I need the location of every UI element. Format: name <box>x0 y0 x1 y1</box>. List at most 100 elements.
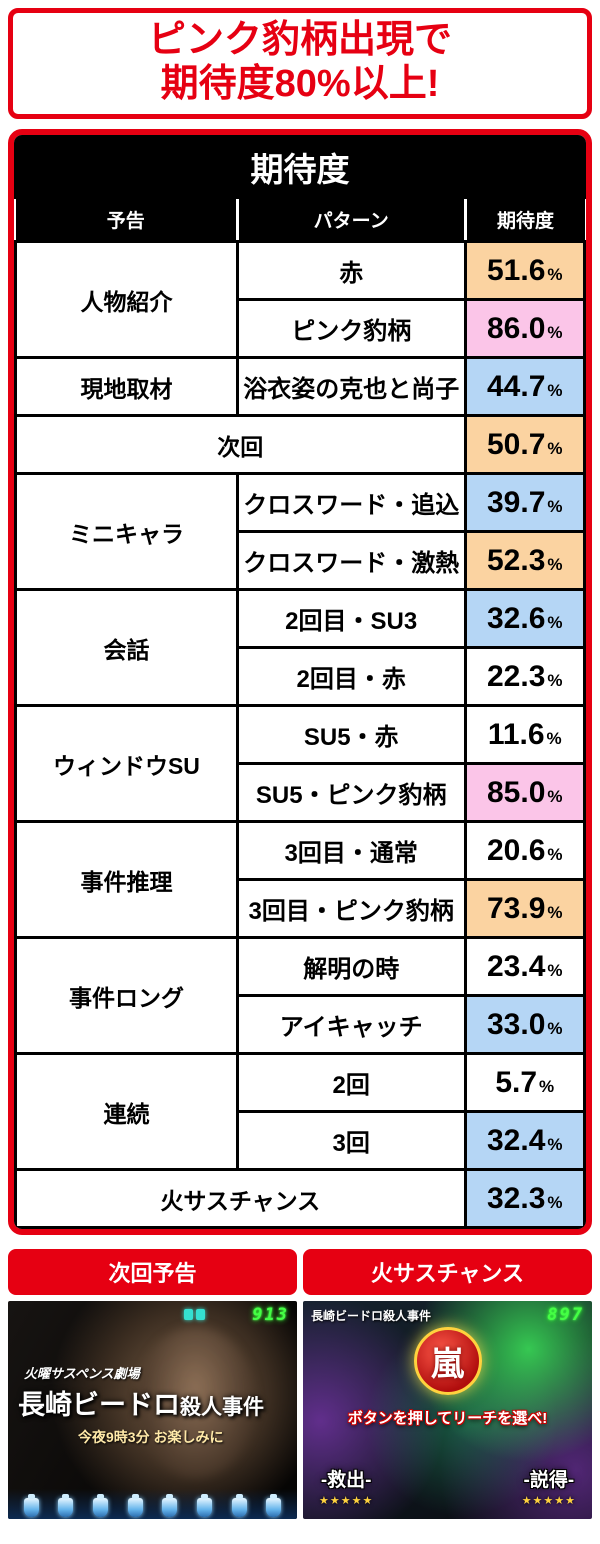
page: ピンク豹柄出現で 期待度80%以上! 期待度 予告 パターン 期待度 人物紹介 … <box>0 8 600 1520</box>
theater-caption: 火曜サスペンス劇場 <box>24 1366 140 1382</box>
group-cell-merged: 次回 <box>14 414 467 476</box>
choice-persuade-label: -説得- <box>523 1470 575 1492</box>
expectation-table: 予告 パターン 期待度 人物紹介 赤 51.6% ピンク豹柄 86.0% 現地取… <box>14 199 586 1230</box>
airtime-caption: 今夜9時3分 お楽しみに <box>78 1429 224 1446</box>
percent-sign: % <box>547 438 563 458</box>
table-row: 人物紹介 赤 51.6% <box>14 240 586 360</box>
value: 52.3 <box>486 543 546 577</box>
jikai-yokoku-screenshot: 913 火曜サスペンス劇場 長崎ビードロ殺人事件 今夜9時3分 お楽しみに <box>8 1301 297 1520</box>
spin-counter: 897 <box>547 1305 584 1326</box>
value-cell: 50.7% <box>463 414 586 476</box>
group-cell: ミニキャラ <box>14 472 239 592</box>
value: 32.3 <box>486 1181 546 1215</box>
group-cell: ウィンドウSU <box>14 704 239 824</box>
group-cell-merged: 火サスチャンス <box>14 1168 467 1230</box>
value-cell: 73.9% <box>463 878 586 940</box>
value-cell: 52.3% <box>463 530 586 592</box>
pattern-cell: 3回 <box>235 1110 467 1172</box>
percent-sign: % <box>539 1076 555 1096</box>
percent-sign: % <box>547 380 563 400</box>
pattern-cell: 2回目・赤 <box>235 646 467 708</box>
value: 85.0 <box>486 775 546 809</box>
table-row: 現地取材 浴衣姿の克也と尚子 44.7% <box>14 356 586 418</box>
table-row: アイキャッチ 33.0% <box>16 994 586 1056</box>
arashi-emblem: 嵐 <box>413 1327 482 1396</box>
group-cell: 事件ロング <box>14 936 239 1056</box>
table-row: ピンク豹柄 86.0% <box>16 298 586 360</box>
section-labels: 次回予告 火サスチャンス <box>8 1249 592 1296</box>
value-cell: 39.7% <box>463 472 586 534</box>
value: 33.0 <box>486 1007 546 1041</box>
choice-rescue: -救出- ★★★★★ <box>319 1465 373 1507</box>
reach-select-instruction: ボタンを押してリーチを選べ! <box>347 1410 548 1428</box>
pattern-cell: アイキャッチ <box>235 994 467 1056</box>
choice-persuade: -説得- ★★★★★ <box>522 1465 576 1507</box>
value-cell: 22.3% <box>463 646 586 708</box>
bottle-icon <box>162 1494 178 1518</box>
percent-sign: % <box>547 1134 563 1154</box>
value: 32.4 <box>486 1123 546 1157</box>
table-row: クロスワード・激熱 52.3% <box>16 530 586 592</box>
table-row: 会話 2回目・SU3 32.6% <box>14 588 586 708</box>
table-row: 2回目・赤 22.3% <box>16 646 586 708</box>
group-cell: 事件推理 <box>14 820 239 940</box>
pattern-cell: 2回目・SU3 <box>235 588 467 650</box>
table-row: SU5・ピンク豹柄 85.0% <box>16 762 586 824</box>
table-row: 連続 2回 5.7% <box>14 1052 586 1172</box>
table-row: 3回目・ピンク豹柄 73.9% <box>16 878 586 940</box>
percent-sign: % <box>546 728 562 748</box>
drama-title: 長崎ビードロ殺人事件 <box>18 1383 264 1422</box>
percent-sign: % <box>547 496 563 516</box>
table-row: ミニキャラ クロスワード・追込 39.7% <box>14 472 586 592</box>
label-kasasu-chance: 火サスチャンス <box>303 1249 592 1296</box>
table-row: 3回 32.4% <box>16 1110 586 1172</box>
value-cell: 20.6% <box>463 820 586 882</box>
value-cell: 11.6% <box>463 704 586 766</box>
value: 51.6 <box>486 253 546 287</box>
value: 5.7 <box>495 1065 538 1099</box>
drama-title-main: 長崎ビードロ <box>18 1390 180 1421</box>
pattern-cell: 解明の時 <box>235 936 467 998</box>
value-cell: 5.7% <box>463 1052 586 1114</box>
group-cell: 会話 <box>14 588 239 708</box>
group-cell: 現地取材 <box>14 356 239 418</box>
value: 11.6 <box>487 717 545 751</box>
table-row: 事件推理 3回目・通常 20.6% <box>14 820 586 940</box>
choice-rescue-stars: ★★★★★ <box>319 1495 374 1508</box>
col-header-pattern: パターン <box>235 199 465 244</box>
value: 32.6 <box>486 601 546 635</box>
bottle-icon <box>23 1494 39 1518</box>
table-row: ウィンドウSU SU5・赤 11.6% <box>14 704 586 824</box>
table-row: 事件ロング 解明の時 23.4% <box>14 936 586 1056</box>
reach-choices: -救出- ★★★★★ -説得- ★★★★★ <box>303 1465 592 1507</box>
kasasu-chance-screenshot: 長崎ビードロ殺人事件 897 嵐 ボタンを押してリーチを選べ! -救出- ★★★… <box>303 1301 592 1520</box>
percent-sign: % <box>547 844 563 864</box>
top-banner: ピンク豹柄出現で 期待度80%以上! <box>8 8 592 120</box>
value-cell: 23.4% <box>463 936 586 998</box>
header-row: 予告 パターン 期待度 <box>15 199 585 244</box>
percent-sign: % <box>547 322 563 342</box>
pattern-cell: ピンク豹柄 <box>235 298 467 360</box>
value-cell: 51.6% <box>463 240 586 302</box>
game-title-caption: 長崎ビードロ殺人事件 <box>311 1309 432 1324</box>
value-cell: 32.4% <box>463 1110 586 1172</box>
percent-sign: % <box>547 554 563 574</box>
group-cell: 人物紹介 <box>14 240 239 360</box>
pattern-cell: クロスワード・追込 <box>235 472 467 534</box>
value: 23.4 <box>486 949 546 983</box>
label-jikai-yokoku: 次回予告 <box>8 1249 297 1296</box>
percent-sign: % <box>547 1018 563 1038</box>
value: 73.9 <box>486 891 546 925</box>
choice-rescue-label: -救出- <box>320 1470 372 1492</box>
bottle-icon <box>93 1494 109 1518</box>
col-header-kitaido: 期待度 <box>463 199 585 244</box>
value: 50.7 <box>486 427 546 461</box>
person-photo <box>137 1327 255 1478</box>
value-cell: 33.0% <box>463 994 586 1056</box>
value: 86.0 <box>486 311 546 345</box>
percent-sign: % <box>547 612 563 632</box>
bottle-icon <box>58 1494 74 1518</box>
value: 44.7 <box>486 369 546 403</box>
banner-line-2: 期待度80%以上! <box>160 62 440 105</box>
group-cell: 連続 <box>14 1052 239 1172</box>
